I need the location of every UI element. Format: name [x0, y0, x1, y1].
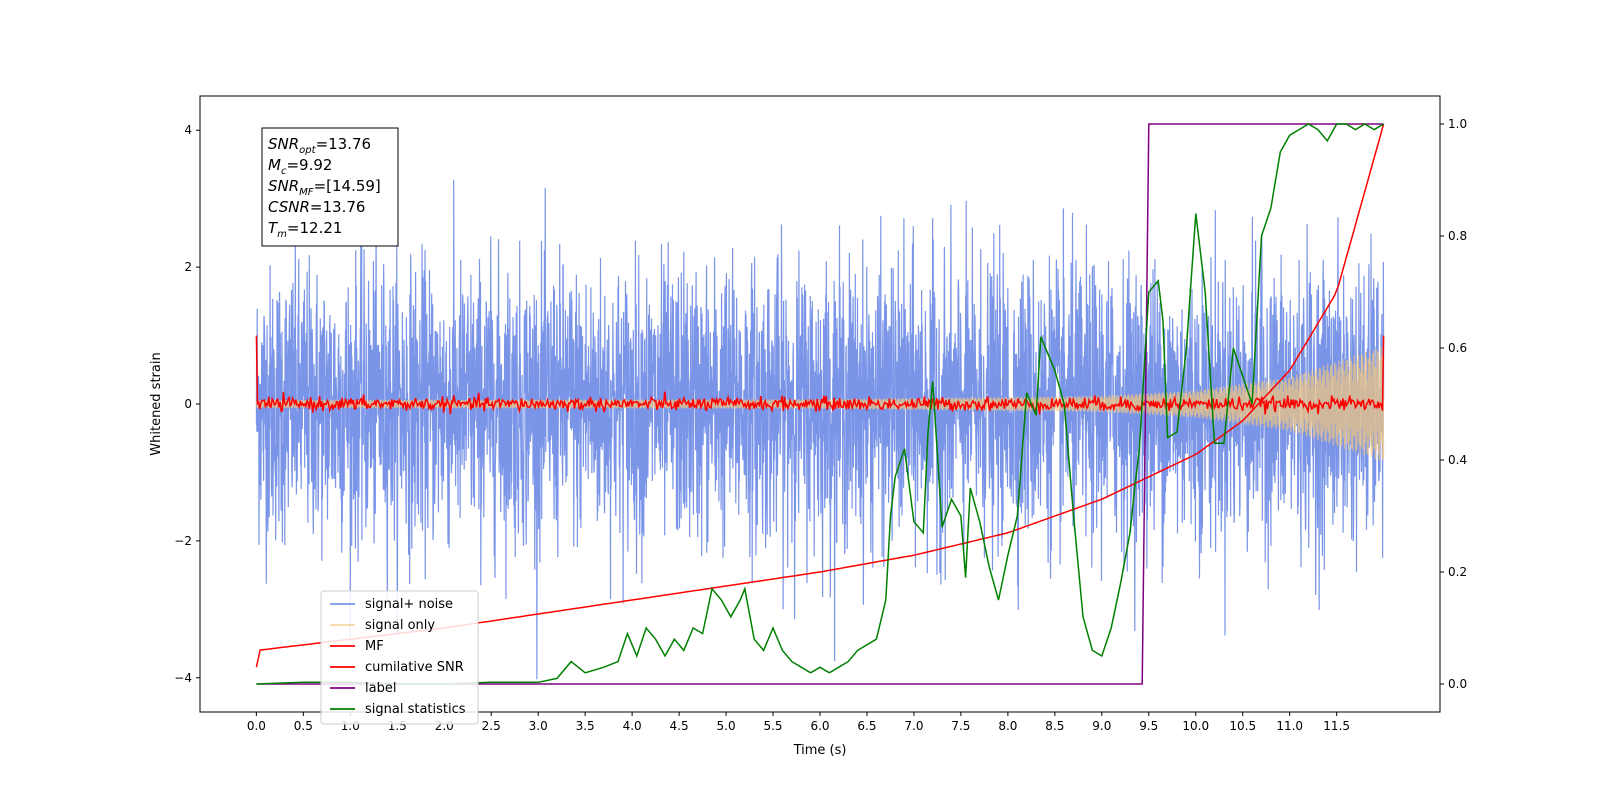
y-tick-label: 0	[184, 397, 192, 411]
legend-label: MF	[365, 639, 384, 654]
y-tick-label: 2	[184, 260, 192, 274]
x-axis: 0.0 0.5 1.0 1.5 2.0 2.5 3.0 3.5 4.0 4.5 5.0 5.5 6.0 6…	[247, 712, 1350, 733]
annotation-line: SNRMF=[14.59]	[268, 177, 381, 198]
x-tick-label: 0.0	[247, 719, 266, 733]
x-tick-label: 8.5	[1045, 719, 1064, 733]
legend: signal+ noise signal only MF cumilative SNR…	[320, 590, 479, 725]
x-tick-label: 7.5	[951, 719, 970, 733]
x-tick-label: 6.5	[857, 719, 876, 733]
y2-tick-label: 1.0	[1448, 117, 1467, 131]
annotation-frame	[261, 127, 399, 247]
y-axis-left: −4 −2 0 2 4	[174, 123, 200, 685]
x-tick-label: 2.5	[482, 719, 501, 733]
annotation-line: Mc=9.92	[268, 156, 332, 177]
legend-label: signal only	[365, 618, 435, 633]
x-tick-label: 5.5	[763, 719, 782, 733]
series-signal-noise	[255, 179, 1385, 680]
series-signal-statistics	[256, 123, 1384, 685]
legend-label: cumilative SNR	[365, 660, 464, 675]
x-tick-label: 3.0	[529, 719, 548, 733]
legend-frame	[320, 590, 479, 725]
x-tick-label: 9.0	[1092, 719, 1111, 733]
annotation-box: SNRopt=13.76Mc=9.92SNRMF=[14.59]CSNR=13.…	[261, 127, 399, 247]
y-tick-label: −2	[174, 534, 192, 548]
y-tick-label: 4	[184, 123, 192, 137]
y-axis-label: Whitened strain	[149, 352, 164, 455]
annotation-line: SNRopt=13.76	[268, 135, 371, 156]
x-tick-label: 3.5	[576, 719, 595, 733]
legend-item: MF	[330, 639, 384, 654]
x-tick-label: 0.5	[294, 719, 313, 733]
y2-tick-label: 0.4	[1448, 453, 1467, 467]
y2-tick-label: 0.2	[1448, 565, 1467, 579]
series-mf	[255, 335, 1385, 415]
legend-item: label	[330, 681, 396, 696]
x-tick-label: 9.5	[1139, 719, 1158, 733]
legend-label: signal statistics	[365, 702, 466, 717]
x-axis-label: Time (s)	[793, 743, 847, 758]
legend-label: label	[365, 681, 396, 696]
legend-item: signal only	[330, 618, 435, 633]
y2-tick-label: 0.0	[1448, 677, 1467, 691]
series-label	[256, 123, 1384, 685]
x-tick-label: 7.0	[904, 719, 923, 733]
x-tick-label: 10.5	[1229, 719, 1256, 733]
x-tick-label: 11.5	[1323, 719, 1350, 733]
x-tick-label: 4.0	[623, 719, 642, 733]
legend-item: signal+ noise	[330, 597, 453, 612]
legend-item: cumilative SNR	[330, 660, 464, 675]
annotation-line: Tm=12.21	[268, 219, 342, 240]
y2-tick-label: 0.8	[1448, 229, 1467, 243]
legend-item: signal statistics	[330, 702, 466, 717]
x-tick-label: 6.0	[810, 719, 829, 733]
y-axis-right: 0.0 0.2 0.4 0.6 0.8 1.0	[1440, 117, 1467, 691]
x-tick-label: 5.0	[717, 719, 736, 733]
x-tick-label: 10.0	[1182, 719, 1209, 733]
x-tick-label: 11.0	[1276, 719, 1303, 733]
y2-tick-label: 0.6	[1448, 341, 1467, 355]
legend-label: signal+ noise	[365, 597, 453, 612]
x-tick-label: 8.0	[998, 719, 1017, 733]
y-tick-label: −4	[174, 671, 192, 685]
annotation-line: CSNR=13.76	[268, 198, 365, 216]
x-tick-label: 4.5	[670, 719, 689, 733]
